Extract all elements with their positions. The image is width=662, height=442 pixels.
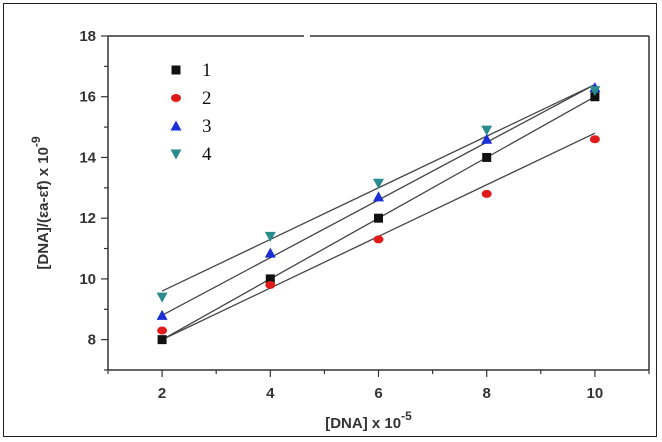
y-axis-title-exponent: -9 xyxy=(29,136,43,147)
y-tick-label: 10 xyxy=(79,271,96,288)
legend-label-4: 4 xyxy=(202,144,212,165)
data-point-series-3 xyxy=(264,247,276,258)
legend-label-2: 2 xyxy=(202,88,212,109)
legend-label-1: 1 xyxy=(202,60,212,81)
data-points xyxy=(156,82,601,345)
data-point-series-2 xyxy=(265,280,276,289)
data-point-series-1 xyxy=(482,152,492,162)
data-point-series-3 xyxy=(373,191,384,202)
data-point-series-3 xyxy=(481,133,493,144)
x-tick-label: 4 xyxy=(266,385,275,402)
fit-lines xyxy=(161,83,596,341)
legend-marker-1 xyxy=(171,65,181,75)
axes xyxy=(107,35,650,371)
y-tick-label: 16 xyxy=(79,89,96,106)
data-point-series-2 xyxy=(589,135,600,144)
data-point-series-2 xyxy=(373,235,384,244)
x-axis-title: [DNA] x 10-5 xyxy=(325,409,412,432)
data-point-series-4 xyxy=(373,178,384,189)
data-point-series-1 xyxy=(590,92,600,102)
legend-marker-3 xyxy=(170,120,182,131)
legend-label-3: 3 xyxy=(202,116,212,137)
data-point-series-2 xyxy=(481,189,492,198)
x-tick-label: 10 xyxy=(587,385,604,402)
y-tick-label: 18 xyxy=(79,28,96,45)
data-point-series-4 xyxy=(589,86,601,97)
y-tick-label: 12 xyxy=(79,210,96,227)
data-point-series-1 xyxy=(374,213,383,223)
data-point-series-1 xyxy=(157,335,167,345)
data-point-series-2 xyxy=(157,326,168,335)
y-tick-label: 14 xyxy=(79,149,96,166)
y-axis-title: [DNA]/(εa-εf) x 10-9 xyxy=(29,136,52,270)
y-tick-label: 8 xyxy=(88,332,96,349)
data-point-series-4 xyxy=(156,292,168,303)
legend-marker-2 xyxy=(171,94,181,102)
data-point-series-4 xyxy=(481,125,493,136)
data-point-series-1 xyxy=(265,274,275,284)
data-point-series-4 xyxy=(264,231,276,242)
x-tick-label: 6 xyxy=(374,385,382,402)
x-axis-title-exponent: -5 xyxy=(401,409,412,423)
legend: 1 2 3 4 xyxy=(170,60,212,165)
legend-marker-4 xyxy=(170,149,182,160)
data-point-series-3 xyxy=(156,309,168,320)
x-tick-label: 8 xyxy=(483,385,491,402)
x-tick-label: 2 xyxy=(158,385,166,402)
